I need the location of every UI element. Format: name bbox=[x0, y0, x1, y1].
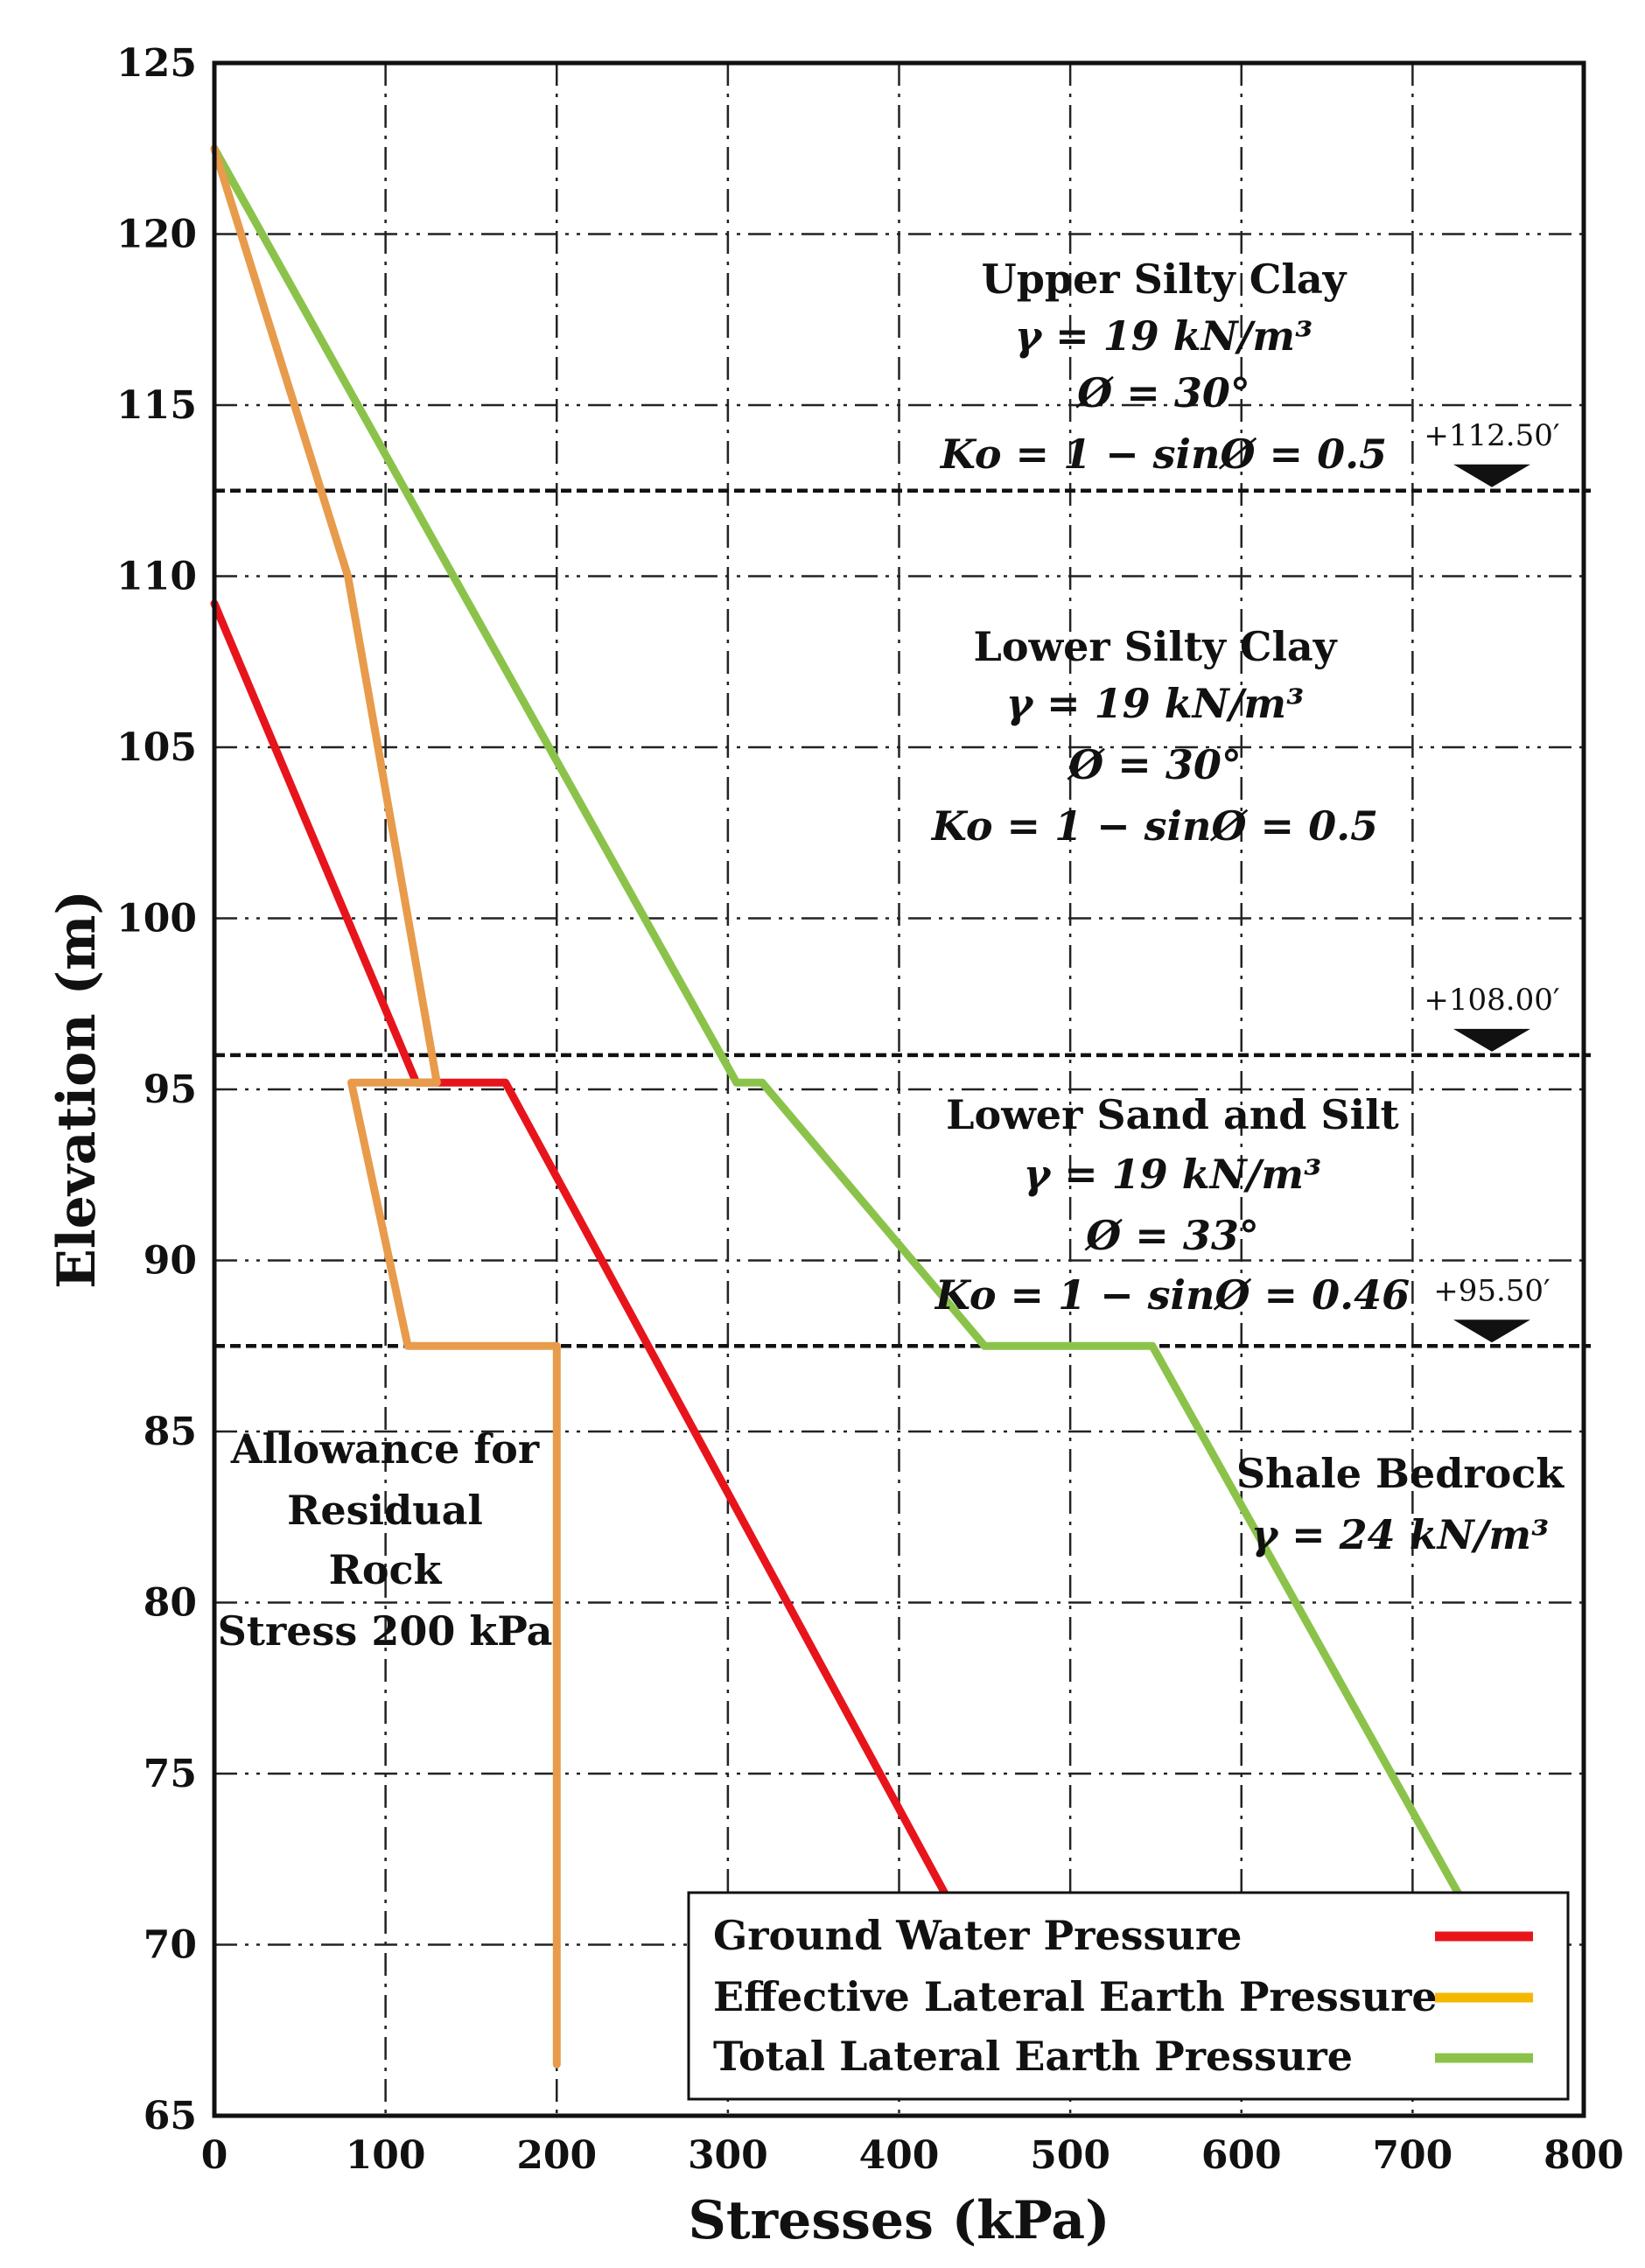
x-tick-label: 500 bbox=[1030, 2133, 1110, 2178]
annotation-sand-title: Lower Sand and Silt bbox=[946, 1091, 1399, 1138]
water-table-marker-icon bbox=[1453, 464, 1530, 487]
x-tick-label: 400 bbox=[859, 2133, 940, 2178]
y-tick-label: 110 bbox=[116, 555, 197, 599]
layer-boundary-label: +112.50′ bbox=[1424, 418, 1559, 453]
annotation-lower-clay-gamma: γ = 19 kN/m³ bbox=[1006, 680, 1305, 727]
water-table-marker-icon bbox=[1453, 1028, 1530, 1052]
legend-box bbox=[687, 1891, 1570, 2101]
x-tick-label: 200 bbox=[516, 2133, 597, 2178]
water-table-marker-icon bbox=[1453, 1320, 1530, 1343]
annotation-lower-clay-ko: Ko = 1 − sinØ = 0.5 bbox=[930, 802, 1378, 850]
axis-ticks: 0 100 200 300 400 500 600 700 800 125 120 115 110 105… bbox=[116, 41, 1624, 2178]
layer-boundary-label: +108.00′ bbox=[1424, 983, 1559, 1018]
annotation-allowance-line3: Rock bbox=[329, 1546, 443, 1593]
y-tick-label: 75 bbox=[144, 1752, 197, 1796]
legend-label-ground-water: Ground Water Pressure bbox=[713, 1912, 1242, 1959]
y-tick-label: 115 bbox=[116, 383, 197, 428]
x-tick-label: 800 bbox=[1544, 2133, 1624, 2178]
y-tick-label: 125 bbox=[116, 41, 197, 86]
y-axis-title: Elevation (m) bbox=[46, 890, 108, 1289]
annotation-sand-gamma: γ = 19 kN/m³ bbox=[1024, 1151, 1322, 1198]
y-tick-label: 95 bbox=[144, 1068, 197, 1112]
annotation-sand-phi: Ø = 33° bbox=[1084, 1212, 1259, 1259]
legend-label-effective: Effective Lateral Earth Pressure bbox=[713, 1973, 1438, 2020]
x-tick-label: 700 bbox=[1372, 2133, 1452, 2178]
y-tick-label: 105 bbox=[116, 725, 197, 770]
annotation-shale-gamma: γ = 24 kN/m³ bbox=[1251, 1511, 1550, 1558]
annotation-lower-clay-phi: Ø = 30° bbox=[1067, 741, 1242, 788]
x-tick-label: 0 bbox=[201, 2133, 228, 2178]
annotation-allowance-line1: Allowance for bbox=[230, 1425, 540, 1473]
plot-frame bbox=[212, 60, 1586, 2118]
y-tick-label: 65 bbox=[144, 2094, 197, 2138]
annotation-lower-clay-title: Lower Silty Clay bbox=[974, 623, 1338, 670]
layer-boundary-label: +95.50′ bbox=[1433, 1273, 1550, 1308]
annotation-sand-ko: Ko = 1 − sinØ = 0.46 bbox=[934, 1271, 1410, 1319]
y-tick-label: 90 bbox=[144, 1239, 197, 1284]
x-tick-label: 600 bbox=[1201, 2133, 1282, 2178]
annotation-shale-title: Shale Bedrock bbox=[1236, 1450, 1564, 1497]
legend-label-total: Total Lateral Earth Pressure bbox=[713, 2033, 1353, 2080]
series-group bbox=[210, 144, 1468, 2068]
y-tick-label: 80 bbox=[144, 1581, 197, 1626]
y-tick-label: 70 bbox=[144, 1923, 197, 1968]
series-line-2 bbox=[210, 144, 1468, 1908]
annotations: Upper Silty Clay γ = 19 kN/m³ Ø = 30° Ko… bbox=[218, 256, 1565, 1655]
x-tick-label: 300 bbox=[688, 2133, 768, 2178]
series-line-0 bbox=[210, 599, 955, 1908]
annotation-upper-gamma: γ = 19 kN/m³ bbox=[1015, 312, 1313, 360]
grid bbox=[214, 63, 1584, 2116]
annotation-allowance-line4: Stress 200 kPa bbox=[218, 1607, 553, 1655]
annotation-allowance-line2: Residual bbox=[287, 1487, 483, 1534]
y-tick-label: 100 bbox=[116, 897, 197, 942]
x-tick-label: 100 bbox=[346, 2133, 426, 2178]
annotation-upper-title: Upper Silty Clay bbox=[982, 256, 1348, 303]
y-tick-label: 85 bbox=[144, 1410, 197, 1454]
annotation-upper-phi: Ø = 30° bbox=[1075, 369, 1250, 416]
x-axis-title: Stresses (kPa) bbox=[689, 2190, 1110, 2251]
legend: Ground Water Pressure Effective Lateral … bbox=[687, 1891, 1570, 2101]
y-tick-label: 120 bbox=[116, 213, 197, 257]
annotation-upper-ko: Ko = 1 − sinØ = 0.5 bbox=[939, 430, 1387, 478]
